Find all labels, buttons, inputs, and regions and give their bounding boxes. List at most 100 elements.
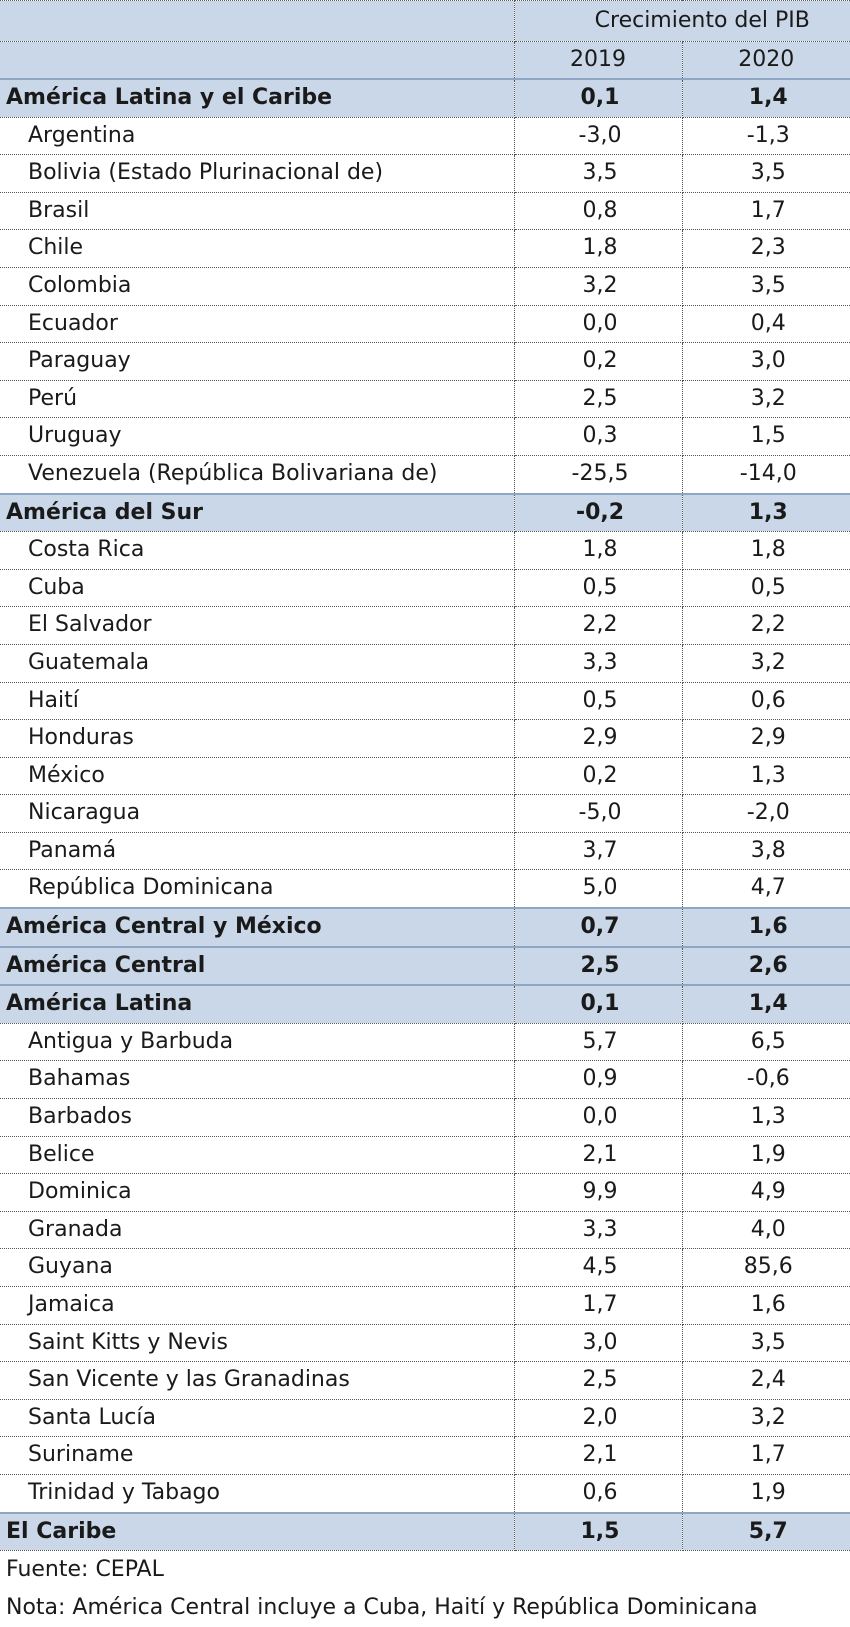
value-2019-cell: 3,3 [513, 1210, 683, 1250]
row-name-cell: Ecuador [0, 304, 515, 344]
table-row: Paraguay 0,2 3,0 [0, 342, 850, 381]
value-2020-cell: 1,6 [681, 907, 850, 948]
value-2019-cell: 0,5 [513, 681, 683, 721]
value-2019-cell: 1,8 [513, 531, 683, 570]
row-name-cell: Barbados [0, 1098, 515, 1137]
value-2019-cell: -5,0 [513, 794, 683, 833]
header-empty-cell [0, 41, 515, 80]
value-2020-cell: 2,6 [681, 946, 850, 986]
value-2019-cell: 0,1 [513, 78, 683, 118]
table-row: Brasil 0,8 1,7 [0, 191, 850, 231]
table-row: Ecuador 0,0 0,4 [0, 304, 850, 344]
row-name-cell: Guatemala [0, 643, 515, 683]
coverage-note: Nota: América Central incluye a Cuba, Ha… [6, 1595, 758, 1621]
table-row: Guatemala 3,3 3,2 [0, 643, 850, 683]
row-name-cell: Belice [0, 1135, 515, 1175]
row-name-cell: Haití [0, 681, 515, 721]
value-2020-cell: 5,7 [681, 1512, 850, 1552]
value-2019-cell: -0,2 [513, 493, 683, 533]
table-row: Uruguay 0,3 1,5 [0, 417, 850, 456]
row-name-cell: América Latina y el Caribe [0, 78, 515, 118]
gdp-growth-table: Crecimiento del PIB 2019 2020 América La… [0, 0, 850, 1552]
table-row: Trinidad y Tabago 0,6 1,9 [0, 1473, 850, 1514]
value-2019-cell: 0,7 [513, 907, 683, 948]
value-2020-cell: 1,3 [681, 1098, 850, 1137]
table-body: América Latina y el Caribe 0,1 1,4 Argentin… [0, 78, 850, 1552]
table-row: Jamaica 1,7 1,6 [0, 1286, 850, 1325]
value-2019-cell: 0,0 [513, 1098, 683, 1137]
table-row: Colombia 3,2 3,5 [0, 266, 850, 306]
row-name-cell: América del Sur [0, 493, 515, 533]
row-name-cell: El Salvador [0, 606, 515, 645]
table-row: Saint Kitts y Nevis 3,0 3,5 [0, 1323, 850, 1363]
row-name-cell: América Central [0, 946, 515, 986]
table-row: Antigua y Barbuda 5,7 6,5 [0, 1022, 850, 1062]
table-row: Dominica 9,9 4,9 [0, 1173, 850, 1212]
row-name-cell: Panamá [0, 831, 515, 871]
value-2020-cell: 85,6 [681, 1248, 850, 1287]
value-2019-cell: 2,0 [513, 1398, 683, 1438]
value-2019-cell: -25,5 [513, 454, 683, 495]
value-2019-cell: 0,3 [513, 417, 683, 456]
table-row: Perú 2,5 3,2 [0, 379, 850, 419]
table-row: Panamá 3,7 3,8 [0, 831, 850, 871]
value-2020-cell: 2,4 [681, 1361, 850, 1400]
row-name-cell: República Dominicana [0, 869, 515, 909]
row-name-cell: Saint Kitts y Nevis [0, 1323, 515, 1363]
value-2019-cell: 3,5 [513, 154, 683, 193]
value-2019-cell: 2,5 [513, 379, 683, 419]
header-empty-cell [0, 0, 515, 42]
header-row-group: Crecimiento del PIB [0, 0, 850, 42]
value-2019-cell: -3,0 [513, 116, 683, 156]
row-name-cell: Brasil [0, 191, 515, 231]
value-2020-cell: 1,8 [681, 531, 850, 570]
value-2020-cell: 2,2 [681, 606, 850, 645]
value-2020-cell: -14,0 [681, 454, 850, 495]
value-2020-cell: 1,6 [681, 1286, 850, 1325]
row-name-cell: Dominica [0, 1173, 515, 1212]
row-name-cell: Paraguay [0, 342, 515, 381]
value-2019-cell: 1,8 [513, 229, 683, 268]
value-2019-cell: 4,5 [513, 1248, 683, 1287]
footnotes: Fuente: CEPAL Nota: América Central incl… [0, 1551, 850, 1627]
value-2019-cell: 2,9 [513, 719, 683, 758]
value-2019-cell: 3,0 [513, 1323, 683, 1363]
value-2019-cell: 0,0 [513, 304, 683, 344]
value-2019-cell: 0,5 [513, 568, 683, 608]
value-2020-cell: 0,5 [681, 568, 850, 608]
table-row: Guyana 4,5 85,6 [0, 1248, 850, 1287]
group-header: Crecimiento del PIB [513, 0, 850, 42]
table-row: Barbados 0,0 1,3 [0, 1098, 850, 1137]
row-name-cell: Bahamas [0, 1060, 515, 1100]
value-2020-cell: 3,2 [681, 1398, 850, 1438]
row-name-cell: Guyana [0, 1248, 515, 1287]
row-name-cell: Honduras [0, 719, 515, 758]
value-2019-cell: 2,2 [513, 606, 683, 645]
row-name-cell: Perú [0, 379, 515, 419]
row-name-cell: San Vicente y las Granadinas [0, 1361, 515, 1400]
value-2019-cell: 0,8 [513, 191, 683, 231]
row-name-cell: Antigua y Barbuda [0, 1022, 515, 1062]
row-name-cell: América Central y México [0, 907, 515, 948]
value-2020-cell: 3,5 [681, 266, 850, 306]
table-row: Belice 2,1 1,9 [0, 1135, 850, 1175]
row-name-cell: Granada [0, 1210, 515, 1250]
table-row-aggregate: América Central 2,5 2,6 [0, 946, 850, 986]
row-name-cell: Santa Lucía [0, 1398, 515, 1438]
row-name-cell: Suriname [0, 1436, 515, 1475]
value-2020-cell: 0,6 [681, 681, 850, 721]
value-2020-cell: 6,5 [681, 1022, 850, 1062]
value-2020-cell: 1,7 [681, 191, 850, 231]
table-row: Nicaragua -5,0 -2,0 [0, 794, 850, 833]
value-2020-cell: 3,0 [681, 342, 850, 381]
value-2020-cell: -1,3 [681, 116, 850, 156]
value-2020-cell: 4,7 [681, 869, 850, 909]
row-name-cell: Jamaica [0, 1286, 515, 1325]
table-row: República Dominicana 5,0 4,7 [0, 869, 850, 909]
table-row: Haití 0,5 0,6 [0, 681, 850, 721]
value-2020-cell: 1,3 [681, 493, 850, 533]
table-row: El Salvador 2,2 2,2 [0, 606, 850, 645]
value-2020-cell: 2,9 [681, 719, 850, 758]
row-name-cell: El Caribe [0, 1512, 515, 1552]
value-2019-cell: 0,2 [513, 342, 683, 381]
